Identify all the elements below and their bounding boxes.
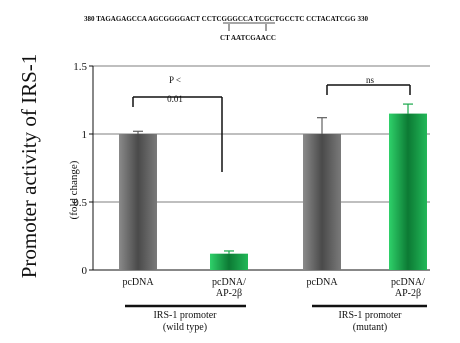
p-value-sublabel: 0.01 [167, 94, 183, 104]
x-category-label: pcDNA/ [391, 277, 425, 288]
bar [119, 134, 157, 270]
bar [303, 134, 341, 270]
x-category-label: pcDNA [306, 277, 338, 288]
group-label: IRS-1 promoter [153, 310, 217, 321]
x-category-label: pcDNA [122, 277, 154, 288]
y-axis-label: Promoter activity of IRS-1 [17, 54, 41, 279]
x-category-label: AP-2β [216, 288, 242, 299]
x-category-label: pcDNA/ [212, 277, 246, 288]
y-tick-label: 0.5 [73, 197, 87, 209]
sequence-text: 380 TAGAGAGCCA AGCGGGGACT CCTCGGGCCA TCG… [84, 15, 368, 23]
y-tick-label: 1.5 [73, 61, 87, 73]
group-sublabel: (wild type) [163, 322, 207, 333]
y-tick-label: 1 [82, 129, 88, 141]
group-sublabel: (mutant) [353, 322, 387, 333]
x-category-label: AP-2β [395, 288, 421, 299]
y-axis-sublabel: (fold change) [68, 160, 80, 219]
bar [210, 253, 248, 270]
group-label: IRS-1 promoter [338, 310, 402, 321]
y-tick-label: 0 [82, 265, 88, 277]
bar [389, 113, 427, 270]
mutant-sequence-text: CT AATCGAACC [220, 34, 276, 42]
ns-label: ns [366, 75, 375, 85]
p-value-label: P < [169, 75, 181, 85]
